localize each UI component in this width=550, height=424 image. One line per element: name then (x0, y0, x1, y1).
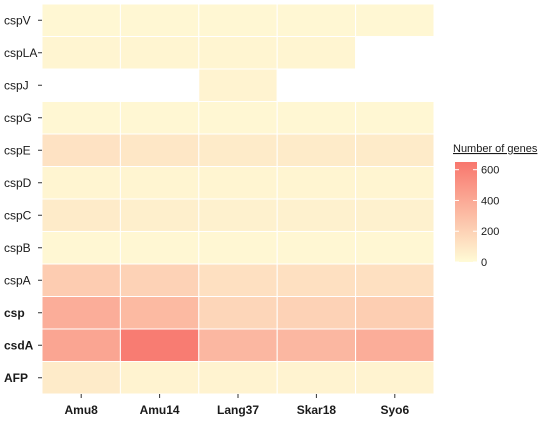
heatmap-cell-AFP-Syo6 (355, 361, 435, 395)
y-tick-label-cspD: cspD (4, 176, 32, 190)
heatmap-cell-cspLA-Syo6 (355, 36, 435, 70)
heatmap-cell-cspE-Skar18 (276, 133, 357, 167)
heatmap-cell-cspJ-Skar18 (276, 68, 357, 102)
legend-tick-label-600: 600 (481, 165, 499, 177)
heatmap-cell-AFP-Amu14 (119, 361, 200, 395)
heatmap-cell-cspJ-Syo6 (355, 68, 435, 102)
heatmap-cell-cspV-Skar18 (276, 3, 357, 37)
heatmap-cell-cspE-Lang37 (198, 133, 278, 167)
heatmap-cell-cspE-Amu14 (119, 133, 200, 167)
heatmap-cell-AFP-Skar18 (276, 361, 357, 395)
x-tick-label-Amu14: Amu14 (140, 403, 180, 417)
heatmap-cell-cspD-Lang37 (198, 166, 278, 200)
heatmap-cell-cspE-Syo6 (355, 133, 435, 167)
heatmap-cell-cspA-Amu14 (119, 263, 200, 297)
y-tick-label-cspC: cspC (4, 208, 32, 222)
y-tick-label-cspJ: cspJ (4, 78, 29, 92)
heatmap-cell-cspC-Amu8 (41, 198, 121, 232)
heatmap-cell-cspC-Amu14 (119, 198, 200, 232)
y-tick-label-csp: csp (4, 306, 25, 320)
y-tick-label-AFP: AFP (4, 371, 28, 385)
heatmap-cell-cspD-Amu8 (41, 166, 121, 200)
heatmap-cell-cspG-Amu14 (119, 101, 200, 135)
x-tick-label-Skar18: Skar18 (297, 403, 337, 417)
legend-tick-label-0: 0 (481, 257, 487, 269)
heatmap-cell-cspJ-Lang37 (198, 68, 278, 102)
y-tick-label-cspLA: cspLA (4, 46, 37, 60)
heatmap-cell-cspG-Skar18 (276, 101, 357, 135)
y-tick-label-cspB: cspB (4, 241, 31, 255)
heatmap-cell-cspJ-Amu14 (119, 68, 200, 102)
heatmap-cell-csp-Amu14 (119, 296, 200, 330)
heatmap-cell-csdA-Syo6 (355, 328, 435, 362)
heatmap-cell-csdA-Amu14 (119, 328, 200, 362)
heatmap-cell-cspD-Syo6 (355, 166, 435, 200)
heatmap-cell-cspG-Lang37 (198, 101, 278, 135)
heatmap-cell-cspG-Syo6 (355, 101, 435, 135)
heatmap-cell-cspB-Skar18 (276, 231, 357, 265)
heatmap-cell-csp-Lang37 (198, 296, 278, 330)
heatmap-cell-csdA-Amu8 (41, 328, 121, 362)
heatmap-cell-cspA-Skar18 (276, 263, 357, 297)
heatmap-cell-AFP-Lang37 (198, 361, 278, 395)
legend-tick-label-400: 400 (481, 195, 499, 207)
heatmap-cell-csp-Syo6 (355, 296, 435, 330)
heatmap-cell-cspC-Lang37 (198, 198, 278, 232)
heatmap-cell-cspV-Amu8 (41, 3, 121, 37)
heatmap-cell-csdA-Lang37 (198, 328, 278, 362)
heatmap-cell-csp-Skar18 (276, 296, 357, 330)
heatmap-cell-cspB-Lang37 (198, 231, 278, 265)
heatmap-cell-cspLA-Amu14 (119, 36, 200, 70)
heatmap-cell-csp-Amu8 (41, 296, 121, 330)
heatmap-cell-cspB-Syo6 (355, 231, 435, 265)
heatmap-cell-cspLA-Lang37 (198, 36, 278, 70)
heatmap-cell-cspC-Syo6 (355, 198, 435, 232)
heatmap-cell-cspD-Skar18 (276, 166, 357, 200)
y-tick-label-cspG: cspG (4, 111, 32, 125)
heatmap-cell-AFP-Amu8 (41, 361, 121, 395)
heatmap-cell-cspLA-Amu8 (41, 36, 121, 70)
heatmap-cell-cspG-Amu8 (41, 101, 121, 135)
heatmap-cell-cspJ-Amu8 (41, 68, 121, 102)
heatmap-cell-cspE-Amu8 (41, 133, 121, 167)
heatmap-cell-csdA-Skar18 (276, 328, 357, 362)
heatmap-cell-cspA-Amu8 (41, 263, 121, 297)
heatmap-cell-cspA-Syo6 (355, 263, 435, 297)
x-tick-label-Amu8: Amu8 (65, 403, 99, 417)
heatmap-cell-cspB-Amu8 (41, 231, 121, 265)
heatmap-cell-cspB-Amu14 (119, 231, 200, 265)
legend-colorbar (455, 162, 477, 262)
x-tick-label-Lang37: Lang37 (217, 403, 259, 417)
heatmap-cell-cspV-Amu14 (119, 3, 200, 37)
heatmap-cell-cspA-Lang37 (198, 263, 278, 297)
y-tick-label-cspA: cspA (4, 273, 31, 287)
legend-tick-label-200: 200 (481, 226, 499, 238)
y-tick-label-cspV: cspV (4, 13, 31, 27)
legend-title: Number of genes (453, 143, 538, 155)
x-tick-label-Syo6: Syo6 (380, 403, 409, 417)
heatmap-cell-cspV-Lang37 (198, 3, 278, 37)
heatmap-cell-cspD-Amu14 (119, 166, 200, 200)
y-tick-label-cspE: cspE (4, 143, 31, 157)
heatmap-cell-cspV-Syo6 (355, 3, 435, 37)
y-tick-label-csdA: csdA (4, 338, 34, 352)
heatmap-cell-cspC-Skar18 (276, 198, 357, 232)
heatmap-cell-cspLA-Skar18 (276, 36, 357, 70)
